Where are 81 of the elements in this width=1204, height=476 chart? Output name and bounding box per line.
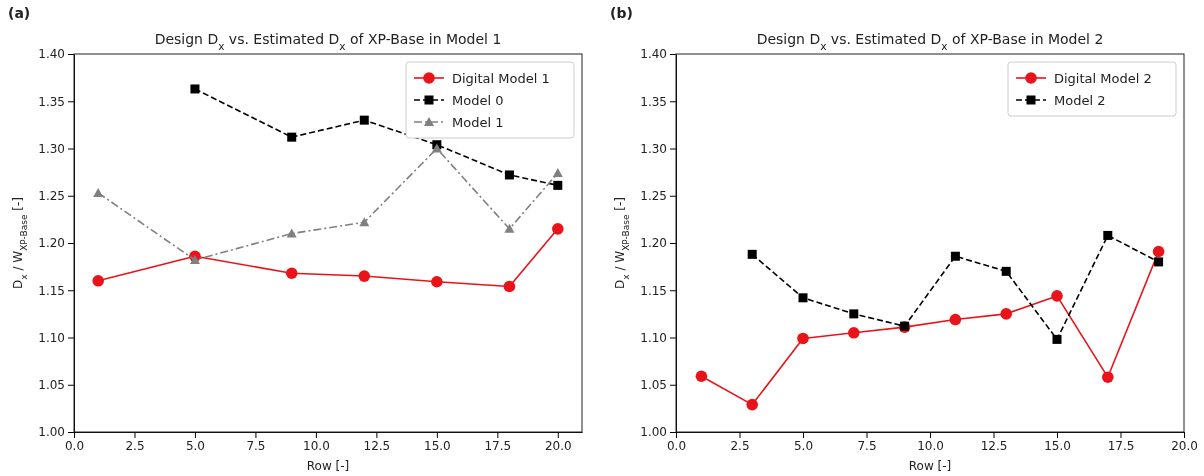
x-tick-label: 15.0 bbox=[1044, 438, 1071, 453]
y-tick-label: 1.25 bbox=[38, 189, 65, 204]
point bbox=[849, 309, 859, 319]
x-tick-label: 7.5 bbox=[246, 438, 266, 453]
point bbox=[1000, 308, 1012, 320]
x-tick-label: 5.0 bbox=[793, 438, 814, 453]
y-tick-label: 1.40 bbox=[38, 47, 65, 62]
point bbox=[431, 275, 443, 288]
y-tick-label: 1.05 bbox=[640, 378, 667, 393]
legend-label: Model 2 bbox=[1054, 93, 1106, 108]
x-tick-label: 0.0 bbox=[666, 438, 687, 453]
point bbox=[359, 115, 369, 125]
point bbox=[93, 187, 104, 197]
y-tick-label: 1.05 bbox=[38, 378, 65, 393]
x-tick-label: 2.5 bbox=[125, 438, 145, 453]
x-axis-title: Row [-] bbox=[306, 459, 350, 473]
point bbox=[746, 398, 758, 411]
point bbox=[1001, 266, 1011, 276]
legend-label: Model 0 bbox=[452, 93, 504, 108]
text: (b) bbox=[610, 5, 633, 21]
x-tick-label: 20.0 bbox=[544, 438, 572, 453]
point bbox=[1102, 371, 1114, 383]
point bbox=[695, 370, 708, 383]
point bbox=[950, 251, 960, 261]
y-tick-label: 1.30 bbox=[38, 141, 65, 156]
y-tick-label: 1.15 bbox=[38, 283, 65, 298]
x-tick-label: 17.5 bbox=[1107, 438, 1135, 453]
legend-label: Digital Model 1 bbox=[452, 71, 550, 86]
y-tick-label: 1.20 bbox=[38, 236, 65, 251]
point bbox=[504, 223, 515, 233]
x-axis-title: Row [-] bbox=[908, 459, 952, 473]
point bbox=[504, 170, 514, 180]
x-tick-label: 10.0 bbox=[917, 438, 944, 453]
point bbox=[552, 168, 563, 178]
point bbox=[552, 223, 564, 235]
point bbox=[798, 293, 808, 303]
point bbox=[848, 326, 860, 339]
y-tick-label: 1.25 bbox=[640, 189, 667, 204]
point bbox=[92, 275, 104, 287]
y-tick-label: 1.10 bbox=[38, 330, 65, 345]
y-tick-label: 1.35 bbox=[640, 94, 667, 109]
y-tick-label: 1.20 bbox=[640, 236, 667, 251]
point bbox=[359, 217, 370, 227]
point bbox=[1152, 245, 1165, 258]
point bbox=[503, 280, 516, 293]
chart-title: Design D$_{x}$ vs. Estimated D$_{x}$ of XP-Base in Model 2 bbox=[756, 31, 1104, 52]
point bbox=[1154, 257, 1164, 267]
point bbox=[949, 313, 962, 326]
y-tick-label: 1.10 bbox=[640, 330, 667, 345]
point bbox=[190, 84, 200, 94]
x-tick-label: 10.0 bbox=[303, 438, 330, 453]
y-tick-label: 1.00 bbox=[640, 425, 667, 440]
x-tick-label: 7.5 bbox=[857, 438, 877, 453]
text: (a) bbox=[8, 5, 31, 21]
point bbox=[1103, 230, 1113, 240]
legend-label: Digital Model 2 bbox=[1054, 71, 1152, 86]
x-tick-label: 0.0 bbox=[64, 438, 85, 453]
y-tick-label: 1.30 bbox=[640, 141, 667, 156]
point bbox=[747, 249, 757, 259]
x-tick-label: 12.5 bbox=[363, 438, 391, 453]
y-tick-label: 1.40 bbox=[640, 47, 667, 62]
point bbox=[189, 255, 200, 265]
point bbox=[1052, 334, 1062, 344]
x-tick-label: 17.5 bbox=[484, 438, 512, 453]
legend-label: Model 1 bbox=[452, 115, 504, 130]
y-tick-label: 1.35 bbox=[38, 94, 65, 109]
chart-title: Design D$_{x}$ vs. Estimated D$_{x}$ of XP-Base in Model 1 bbox=[154, 31, 502, 52]
y-tick-label: 1.00 bbox=[38, 425, 65, 440]
point bbox=[286, 228, 297, 238]
point bbox=[287, 132, 297, 142]
x-tick-label: 15.0 bbox=[424, 438, 451, 453]
x-tick-label: 20.0 bbox=[1171, 438, 1198, 453]
y-tick-label: 1.15 bbox=[640, 283, 667, 298]
point bbox=[358, 270, 371, 282]
point bbox=[553, 180, 563, 190]
x-tick-label: 2.5 bbox=[730, 438, 750, 453]
x-tick-label: 5.0 bbox=[185, 438, 205, 453]
point bbox=[285, 267, 298, 280]
point bbox=[1051, 290, 1063, 302]
point bbox=[797, 332, 809, 345]
x-tick-label: 12.5 bbox=[980, 438, 1008, 453]
